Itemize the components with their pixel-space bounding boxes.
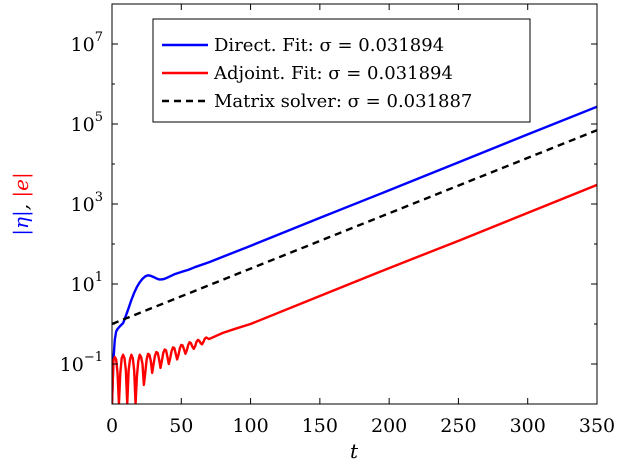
y-tick-label: 105	[71, 110, 103, 136]
legend-label-0: Direct. Fit: σ = 0.031894	[214, 35, 444, 56]
legend-label-1: Adjoint. Fit: σ = 0.031894	[213, 63, 453, 84]
legend-box	[152, 18, 531, 123]
legend-label-2: Matrix solver: σ = 0.031887	[214, 91, 472, 112]
series-line-1	[112, 183, 597, 404]
legend: Direct. Fit: σ = 0.031894 Adjoint. Fit: σ…	[152, 18, 531, 123]
y-tick-label: 103	[71, 190, 103, 216]
series-line-0	[112, 105, 597, 404]
series-line-2	[112, 129, 597, 326]
x-axis-label: t	[350, 439, 359, 463]
y-axis-label-part: |e|	[9, 172, 34, 197]
x-tick-label: 100	[232, 415, 268, 437]
y-axis-label-part: ,	[9, 198, 33, 211]
y-tick-label: 107	[71, 30, 103, 56]
axes-layer: 0 50 100 150 200 250 300 350 10−1 101 103 105 107	[60, 3, 615, 437]
y-axis-label-part: |η|	[9, 210, 34, 235]
x-tick-label: 300	[510, 415, 546, 437]
x-tick-label: 200	[371, 415, 407, 437]
x-tick-label: 250	[440, 415, 476, 437]
y-tick-label: 101	[71, 270, 103, 296]
y-axis-label: |η|, |e|	[9, 172, 34, 236]
x-tick-label: 50	[169, 415, 193, 437]
x-tick-label: 150	[302, 415, 338, 437]
x-tick-label: 350	[579, 415, 615, 437]
y-tick-label: 10−1	[60, 350, 103, 376]
series-layer	[112, 105, 597, 404]
x-tick-label: 0	[106, 415, 118, 437]
